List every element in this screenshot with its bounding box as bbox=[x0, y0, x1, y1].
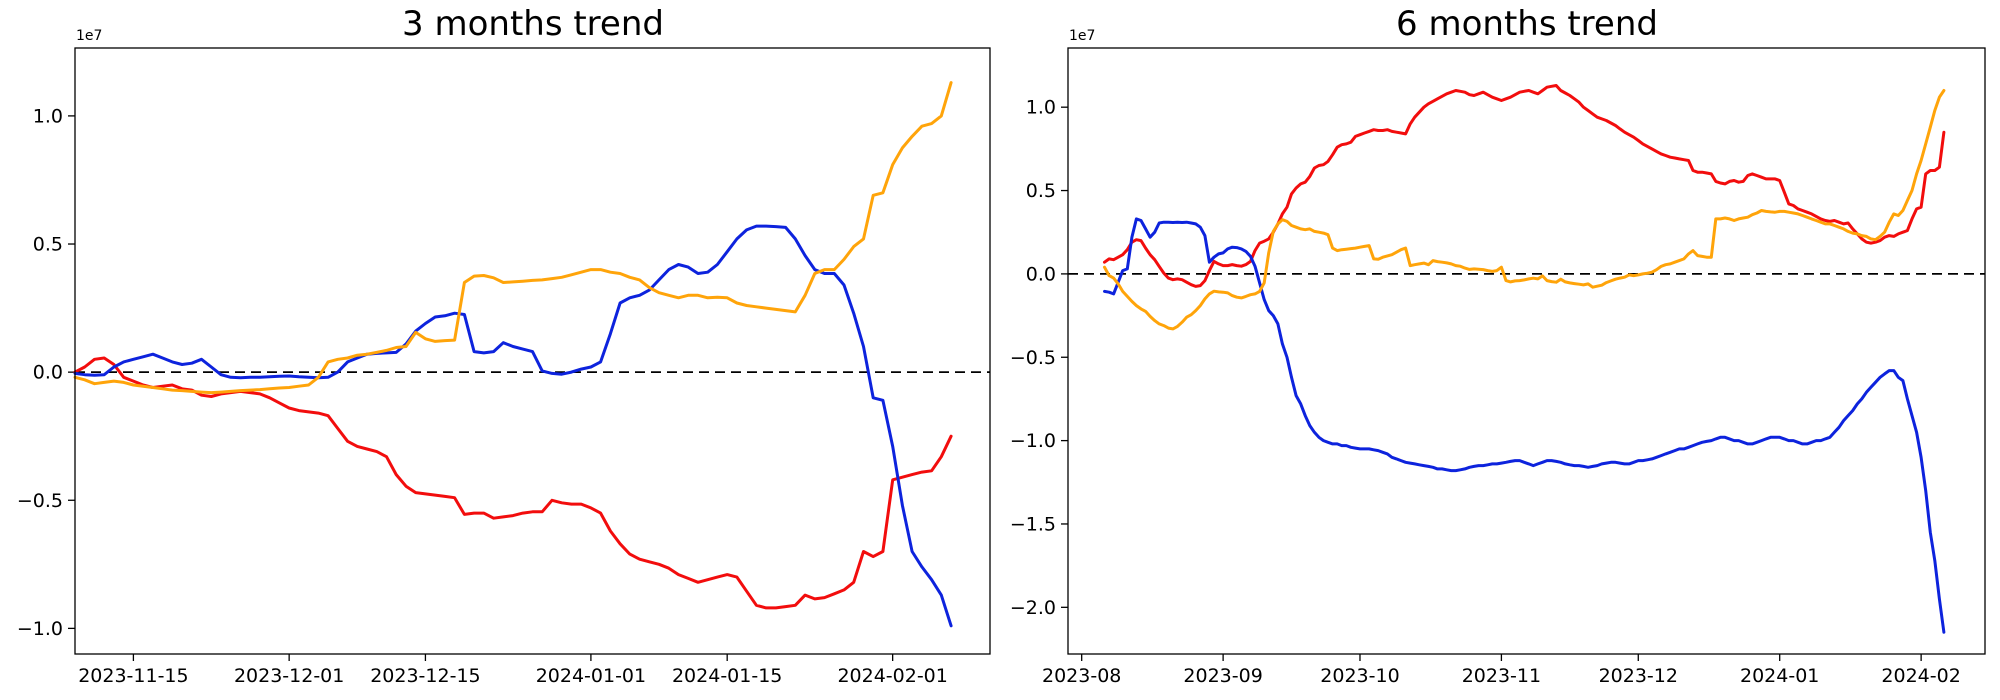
chart-plot-3-months: 1.0 0.5 0.0 −0.5 −1.0 2023-11-15 2023-12-01 202… bbox=[17, 28, 991, 687]
chart-title-6-months: 6 months trend bbox=[1396, 4, 1658, 44]
chart-title-3-months: 3 months trend bbox=[402, 4, 664, 44]
chart-panel-6-months: 6 months trend 1.0 0.5 0.0 −0.5 −1.0 −1.5 −2.0… bbox=[1000, 0, 2000, 700]
y-tick-label: −1.5 bbox=[1010, 513, 1056, 535]
x-tick-label: 2023-12-01 bbox=[234, 665, 344, 687]
series-line-red bbox=[73, 356, 953, 610]
x-tick-label: 2023-12-15 bbox=[370, 665, 480, 687]
x-tick-label: 2024-02 bbox=[1881, 665, 1960, 687]
x-tick-label: 2023-11-15 bbox=[78, 665, 188, 687]
chart-panel-3-months: 3 months trend 1.0 0.5 0.0 −0.5 −1.0 2023-11-… bbox=[17, 4, 991, 687]
x-tick-label: 2023-12 bbox=[1599, 665, 1678, 687]
x-tick-label: 2023-08 bbox=[1042, 665, 1121, 687]
y-tick-label: 1.0 bbox=[33, 105, 63, 127]
y-tick-label: −1.0 bbox=[17, 618, 63, 640]
x-tick-label: 2024-01-15 bbox=[672, 665, 782, 687]
x-tick-label: 2024-01-01 bbox=[536, 665, 646, 687]
y-tick-label: 1.0 bbox=[1026, 97, 1056, 119]
series-line-orange bbox=[73, 81, 953, 395]
chart-plot-6-months: 1.0 0.5 0.0 −0.5 −1.0 −1.5 −2.0 2023-08 2023-09 2… bbox=[1010, 28, 1986, 687]
axes-frame bbox=[74, 47, 991, 655]
y-tick-label: 0.5 bbox=[1026, 180, 1056, 202]
axes-frame bbox=[1067, 47, 1986, 655]
series-line-orange bbox=[1103, 89, 1946, 331]
x-tick-label: 2024-01 bbox=[1740, 665, 1819, 687]
axis-offset-label: 1e7 bbox=[1069, 28, 1095, 44]
x-tick-label: 2024-02-01 bbox=[837, 665, 947, 687]
axis-offset-label: 1e7 bbox=[76, 28, 102, 44]
x-tick-label: 2023-11 bbox=[1462, 665, 1541, 687]
series-line-red bbox=[1103, 84, 1946, 288]
x-tick-label: 2023-09 bbox=[1183, 665, 1262, 687]
x-tick-label: 2023-10 bbox=[1320, 665, 1399, 687]
y-tick-label: 0.0 bbox=[33, 362, 63, 384]
y-tick-label: −2.0 bbox=[1010, 597, 1056, 619]
y-tick-label: −0.5 bbox=[17, 490, 63, 512]
y-tick-label: −0.5 bbox=[1010, 347, 1056, 369]
series-line-blue bbox=[73, 224, 953, 628]
series-line-blue bbox=[1103, 217, 1946, 634]
y-tick-label: −1.0 bbox=[1010, 430, 1056, 452]
y-tick-label: 0.0 bbox=[1026, 263, 1056, 285]
y-tick-label: 0.5 bbox=[33, 234, 63, 256]
